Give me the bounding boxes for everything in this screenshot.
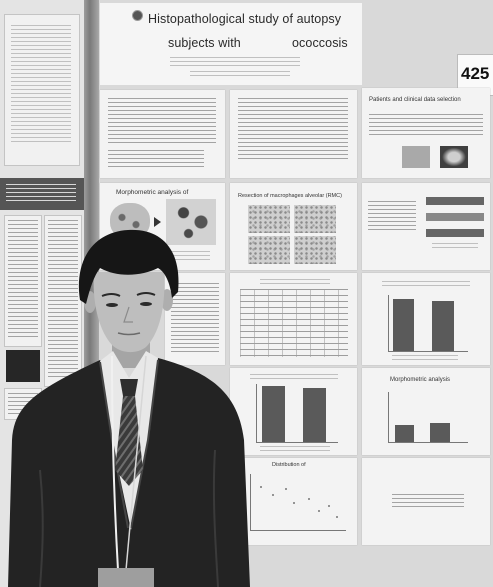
micrograph-1 (248, 205, 290, 233)
methods-text (171, 283, 219, 353)
histology-image-2 (166, 199, 216, 245)
scatter-point (285, 488, 287, 490)
bar-chart-1-title (382, 281, 470, 287)
left-poster-header-band (0, 178, 84, 210)
hair (78, 229, 179, 304)
face (93, 272, 165, 353)
left-poster-text-lines (11, 25, 71, 145)
table-panel (230, 273, 357, 365)
bar-chart-3-bar-2 (430, 423, 450, 442)
title-panel: Histopathological study of autopsy subje… (100, 3, 362, 85)
poster-title-line-2-start: subjects with (168, 36, 241, 50)
jacket-fold-left (39, 469, 44, 587)
bar-chart-2-bar-1 (262, 386, 285, 442)
patients-text (369, 114, 483, 138)
conclusion-panel (362, 458, 490, 545)
flowchart-box-1 (426, 197, 484, 205)
affiliation-lines (190, 71, 290, 77)
jacket-fold-right (212, 449, 219, 587)
patients-heading: Patients and clinical data selection (369, 97, 461, 103)
distribution-heading: Distribution of (272, 462, 306, 468)
left-poster-dark-image (6, 350, 40, 382)
bar-chart-1-y-axis (388, 295, 389, 351)
specimen-image-2 (440, 146, 468, 168)
poster-title-line-2-end: ococcosis (292, 36, 348, 50)
scatter-point (272, 494, 274, 496)
bar-chart-2-title (250, 374, 338, 380)
poster-title-line-1: Histopathological study of autopsy (148, 12, 342, 26)
scatter-point (293, 502, 295, 504)
nose (123, 306, 133, 323)
scatter-point (260, 486, 262, 488)
left-eyebrow (101, 293, 121, 297)
micrograph-4 (294, 236, 336, 264)
bar-chart-panel-1 (362, 273, 490, 365)
introduction-text (108, 98, 216, 144)
background-text (238, 98, 348, 160)
bar-chart-1-x-axis (388, 351, 468, 352)
lanyard (111, 355, 119, 571)
flowchart-box-3 (426, 229, 484, 237)
left-neighbour-poster (0, 0, 86, 587)
bar-chart-1-labels (392, 355, 458, 361)
bar-chart-2-y-axis (256, 384, 257, 442)
bar-chart-2-labels (260, 446, 330, 452)
micrograph-3 (248, 236, 290, 264)
conclusion-text (392, 494, 464, 508)
bar-chart-1-bar-1 (393, 299, 414, 351)
name-badge (98, 568, 154, 587)
scatter-point (336, 516, 338, 518)
scatter-point (328, 505, 330, 507)
patients-panel: Patients and clinical data selection (362, 88, 490, 178)
arrow-icon (154, 217, 161, 227)
data-table (240, 289, 348, 357)
background-panel (230, 90, 357, 178)
flowchart-panel (362, 183, 490, 270)
flowchart-note (432, 243, 478, 251)
left-poster-column-2 (44, 215, 82, 387)
morphometric-heading: Morphometric analysis of (116, 189, 189, 196)
scatter-y-axis (250, 474, 251, 530)
bar-chart-panel-2 (230, 368, 357, 455)
scatter-point (318, 510, 320, 512)
bar-chart-3-bar-1 (395, 425, 414, 442)
bar-chart-panel-3: Morphometric analysis (362, 368, 490, 455)
scatter-point (308, 498, 310, 500)
university-emblem-icon (132, 10, 143, 21)
necktie-knot (120, 379, 138, 396)
bar-chart-2-bar-2 (303, 388, 326, 442)
flowchart-text (368, 201, 416, 231)
left-eye (106, 303, 118, 307)
poster-number: 425 (461, 64, 490, 83)
right-eye (140, 302, 152, 306)
mouth (117, 332, 141, 336)
resection-panel: Resection of macrophages alveolar (RMC) (230, 183, 357, 270)
scatter-panel: Distribution of (230, 458, 357, 545)
author-lines (170, 57, 300, 67)
bar-chart-1-bar-2 (432, 301, 454, 351)
left-poster-header-text (6, 184, 76, 204)
flowchart-box-2 (426, 213, 484, 221)
introduction-text-2 (108, 150, 204, 170)
table-title (260, 279, 330, 285)
introduction-panel (100, 90, 225, 178)
left-poster-column-2-text (48, 220, 78, 380)
bar-chart-3-x-axis (388, 442, 468, 443)
resection-heading: Resection of macrophages alveolar (RMC) (238, 193, 342, 199)
specimen-image-1 (402, 146, 430, 168)
bar-chart-2-x-axis (256, 442, 338, 443)
bar-chart-3-y-axis (388, 392, 389, 442)
lapel-right (130, 359, 159, 529)
right-eyebrow (136, 292, 156, 296)
morphometric2-heading: Morphometric analysis (390, 377, 451, 383)
scatter-x-axis (250, 530, 346, 531)
left-poster-column-1-text (8, 220, 38, 340)
lanyard-strap (125, 355, 147, 571)
left-poster-column-1 (4, 215, 42, 347)
micrograph-2 (294, 205, 336, 233)
left-poster-top-panel (4, 14, 80, 166)
